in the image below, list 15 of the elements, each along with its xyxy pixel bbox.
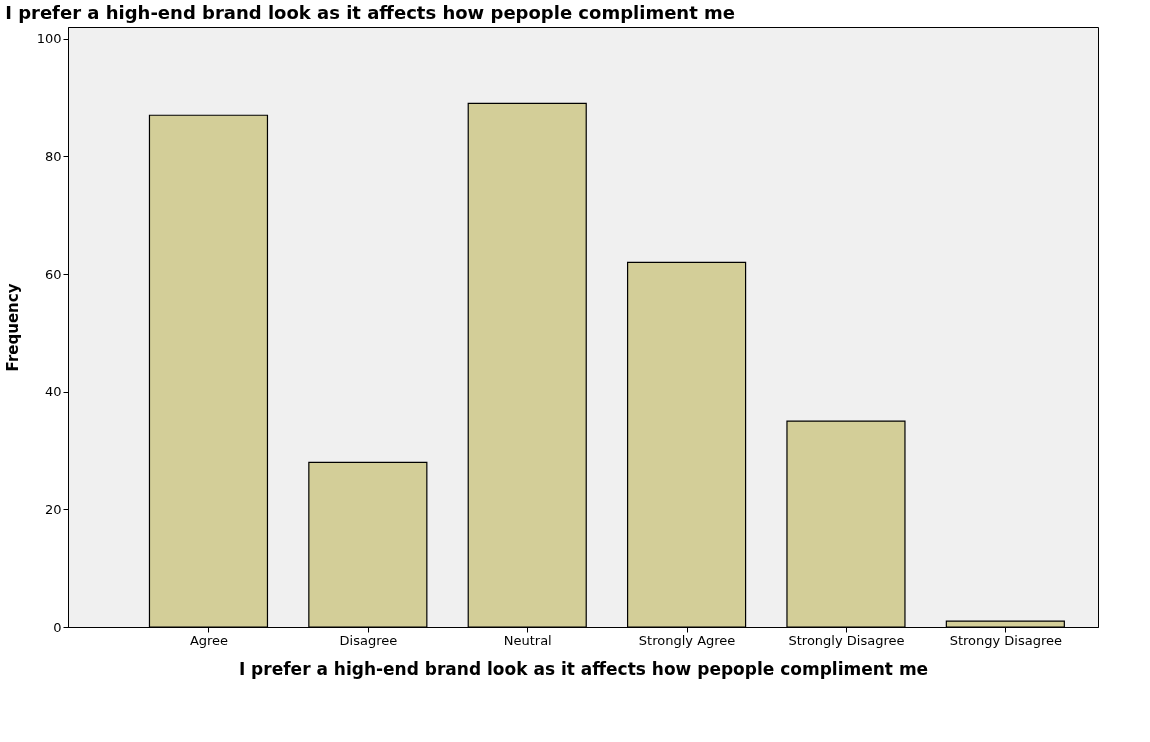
- x-tick-label: Strongly Agree: [638, 632, 736, 648]
- x-axis-title: I prefer a high-end brand look as it affects how pepople compliment me: [238, 658, 929, 679]
- x-tick-label: Disagree: [339, 632, 398, 648]
- y-tick-label: 20: [44, 501, 62, 517]
- y-axis-title: Frequency: [3, 283, 22, 372]
- y-tick-label: 100: [36, 31, 62, 47]
- x-tick-label: Strongly Disagree: [788, 632, 905, 648]
- x-tick-label: Agree: [189, 632, 229, 648]
- y-tick-label: 60: [44, 266, 62, 282]
- x-tick-label: Strongy Disagree: [949, 632, 1063, 648]
- y-tick-label: 0: [53, 619, 62, 635]
- x-tick-label: Neutral: [503, 632, 552, 648]
- chart-title: I prefer a high-end brand look as it affects how pepople compliment me: [5, 2, 735, 23]
- y-tick-label: 80: [44, 148, 62, 164]
- y-tick-label: 40: [44, 384, 62, 400]
